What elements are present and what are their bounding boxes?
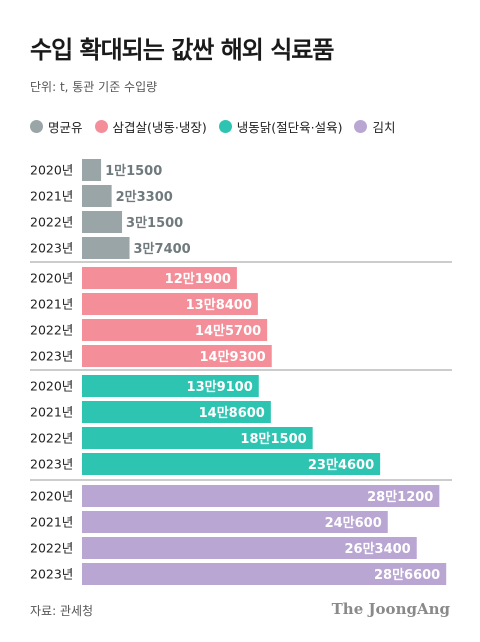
- data-label: 24만600: [325, 515, 382, 531]
- legend-label: 삼겹살(냉동·냉장): [112, 120, 207, 135]
- legend-swatch: [354, 120, 368, 133]
- bar: [82, 159, 102, 181]
- legend-item-series-2: 삼겹살(냉동·냉장): [94, 117, 207, 136]
- data-label: 13만8400: [186, 297, 252, 313]
- bar: [82, 537, 417, 559]
- year-label: 2020년: [30, 489, 73, 504]
- data-label: 23만4600: [308, 457, 374, 473]
- legend-item-series-4: 김치: [354, 117, 396, 136]
- legend-label: 명균유: [48, 120, 83, 135]
- bar: [82, 401, 271, 423]
- brand-logo: The JoongAng: [331, 600, 450, 618]
- year-label: 2021년: [30, 515, 73, 530]
- year-label: 2022년: [30, 541, 73, 556]
- bar: [82, 563, 447, 585]
- data-label: 28만1200: [367, 489, 433, 505]
- year-label: 2022년: [30, 323, 73, 338]
- year-label: 2020년: [30, 271, 73, 286]
- year-label: 2023년: [30, 567, 73, 582]
- year-label: 2020년: [30, 379, 73, 394]
- data-label: 14만8600: [199, 405, 265, 421]
- bar: [82, 375, 259, 397]
- data-label: 1만1500: [105, 163, 162, 179]
- data-label: 13만9100: [187, 379, 253, 395]
- bar: [82, 211, 123, 233]
- bar: [82, 511, 388, 533]
- data-label: 14만9300: [200, 349, 266, 365]
- year-label: 2023년: [30, 241, 73, 256]
- bar: [82, 345, 272, 367]
- bar: [82, 267, 237, 289]
- legend-item-series-1: 명균유: [30, 117, 83, 136]
- data-label: 28만6600: [374, 567, 440, 583]
- year-label: 2023년: [30, 457, 73, 472]
- chart-title: 수입 확대되는 값싼 해외 식료품: [30, 36, 334, 64]
- data-label: 14만5700: [195, 323, 261, 339]
- bar: [82, 485, 440, 507]
- bar: [82, 293, 258, 315]
- year-label: 2022년: [30, 431, 73, 446]
- bar: [82, 453, 381, 475]
- data-label: 3만7400: [134, 241, 191, 257]
- unit-note: 단위: t, 통관 기준 수입량: [30, 80, 158, 94]
- legend-swatch: [30, 120, 43, 133]
- bar: [82, 237, 130, 259]
- year-label: 2020년: [30, 163, 73, 178]
- legend-label: 김치: [372, 120, 396, 135]
- data-label: 18만1500: [240, 431, 306, 447]
- bar: [82, 185, 112, 207]
- year-label: 2022년: [30, 215, 73, 230]
- legend-label: 냉동닭(절단육·설육): [236, 120, 343, 135]
- data-label: 3만1500: [126, 215, 183, 231]
- legend-item-series-3: 냉동닭(절단육·설육): [218, 117, 343, 136]
- data-label: 12만1900: [165, 271, 231, 287]
- bar: [82, 427, 313, 449]
- legend-swatch: [218, 120, 232, 133]
- year-label: 2023년: [30, 349, 73, 364]
- legend-swatch: [94, 120, 108, 133]
- year-label: 2021년: [30, 405, 73, 420]
- year-label: 2021년: [30, 297, 73, 312]
- data-label: 2만3300: [116, 189, 173, 205]
- data-label: 26만3400: [345, 541, 411, 557]
- source-note: 자료: 관세청: [30, 604, 94, 618]
- bar: [82, 319, 268, 341]
- year-label: 2021년: [30, 189, 73, 204]
- legend: 명균유 삼겹살(냉동·냉장) 냉동닭(절단육·설육) 김치: [30, 117, 408, 136]
